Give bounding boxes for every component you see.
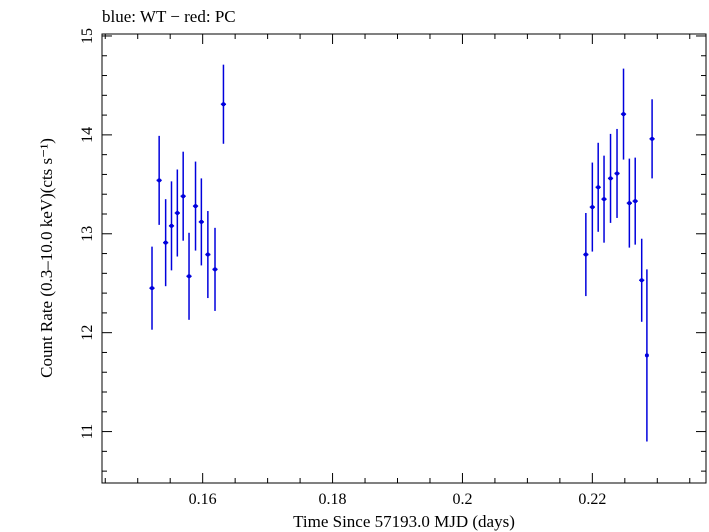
point-marker <box>627 201 632 206</box>
data-point <box>644 269 649 442</box>
data-point <box>168 181 175 271</box>
data-point <box>589 162 595 252</box>
y-tick-label: 12 <box>79 325 96 341</box>
data-point <box>192 161 199 251</box>
data-point <box>639 238 645 322</box>
point-marker <box>181 194 186 199</box>
point-marker <box>621 112 626 117</box>
data-point <box>180 151 186 241</box>
point-marker <box>193 204 198 209</box>
data-point <box>632 157 638 245</box>
point-marker <box>633 199 638 204</box>
data-point <box>607 133 614 223</box>
x-tick-label: 0.22 <box>578 491 606 508</box>
point-marker <box>213 267 218 272</box>
data-point <box>156 135 162 225</box>
data-point <box>205 211 211 299</box>
y-axis: 11 12 13 14 15 <box>79 28 706 472</box>
x-tick-label: 0.16 <box>189 491 217 508</box>
point-marker <box>590 205 595 210</box>
y-tick-label: 13 <box>79 226 96 242</box>
data-point <box>583 213 589 297</box>
x-tick-label: 0.18 <box>319 491 347 508</box>
data-point <box>163 199 169 287</box>
x-tick-label: 0.2 <box>452 491 472 508</box>
x-axis-title: Time Since 57193.0 MJD (days) <box>293 512 515 531</box>
data-point <box>626 158 632 248</box>
data-point <box>149 246 155 330</box>
point-marker <box>644 353 649 358</box>
data-point <box>186 232 192 320</box>
data-point <box>174 169 180 257</box>
y-axis-title: Count Rate (0.3–10.0 keV)(cts s⁻¹) <box>37 138 56 378</box>
point-marker <box>187 274 192 279</box>
y-tick-label: 15 <box>79 28 96 44</box>
data-layer <box>149 64 655 442</box>
data-point <box>614 128 620 218</box>
data-point <box>620 68 627 160</box>
y-tick-label: 14 <box>79 127 96 143</box>
point-marker <box>608 176 613 181</box>
point-marker <box>175 211 180 216</box>
chart-title: blue: WT − red: PC <box>102 7 236 26</box>
data-point <box>649 99 655 179</box>
point-marker <box>205 252 210 257</box>
data-point <box>220 64 227 144</box>
data-point <box>198 178 204 266</box>
plot-frame <box>101 33 707 484</box>
data-point <box>601 155 607 243</box>
point-marker <box>199 219 204 224</box>
data-point <box>595 142 601 232</box>
point-marker <box>150 286 155 291</box>
point-marker <box>650 136 655 141</box>
point-marker <box>221 102 226 107</box>
point-marker <box>615 171 620 176</box>
x-axis: 0.16 0.18 0.2 0.22 <box>104 34 691 508</box>
point-marker <box>169 223 174 228</box>
point-marker <box>163 240 168 245</box>
point-marker <box>583 252 588 257</box>
y-tick-label: 11 <box>79 424 96 439</box>
point-marker <box>157 178 162 183</box>
point-marker <box>639 278 644 283</box>
point-marker <box>602 197 607 202</box>
data-point <box>212 227 218 311</box>
point-marker <box>596 185 601 190</box>
